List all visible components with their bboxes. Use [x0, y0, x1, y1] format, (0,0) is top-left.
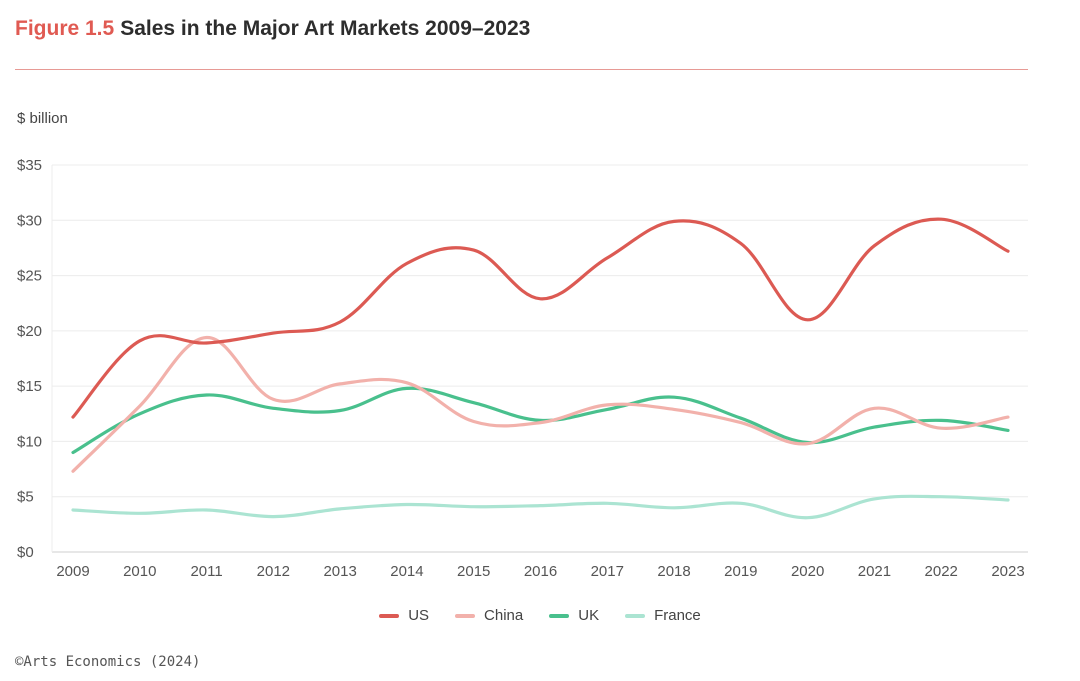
- figure-number: Figure 1.5: [15, 17, 115, 40]
- y-axis-ticks: $0 $5 $10 $15 $20 $25 $30 $35: [17, 157, 42, 561]
- legend-label: UK: [578, 607, 600, 624]
- legend-item-us: US: [379, 607, 429, 624]
- x-tick-label: 2013: [323, 563, 356, 580]
- y-tick-label: $25: [17, 268, 42, 285]
- chart-title: Figure 1.5 Sales in the Major Art Markets…: [15, 17, 530, 41]
- series-line-china: [71, 335, 1010, 473]
- x-tick-label: 2022: [925, 563, 958, 580]
- x-tick-label: 2011: [190, 563, 222, 580]
- legend-swatch: [549, 613, 570, 618]
- y-tick-label: $10: [17, 433, 42, 450]
- x-tick-label: 2019: [724, 563, 757, 580]
- series-lines: [71, 217, 1010, 520]
- x-axis-ticks: 2009 2010 2011 2012 2013 2014 2015 2016 2017 2018…: [56, 563, 1024, 580]
- title-divider: [15, 69, 1028, 70]
- x-tick-label: 2023: [991, 563, 1024, 580]
- legend-label: France: [654, 607, 701, 624]
- legend-item-china: China: [455, 607, 523, 624]
- x-tick-label: 2014: [390, 563, 423, 580]
- y-tick-label: $20: [17, 323, 42, 340]
- y-tick-label: $0: [17, 544, 34, 561]
- copyright-note: ©Arts Economics (2024): [15, 654, 201, 670]
- legend-swatch: [379, 613, 400, 618]
- x-tick-label: 2009: [56, 563, 89, 580]
- x-tick-label: 2010: [123, 563, 156, 580]
- x-tick-label: 2021: [858, 563, 891, 580]
- legend-label: China: [484, 607, 524, 624]
- legend-item-uk: UK: [549, 607, 599, 624]
- y-tick-label: $15: [17, 378, 42, 395]
- legend-swatch: [625, 613, 646, 618]
- legend-swatch: [455, 613, 476, 618]
- x-tick-label: 2020: [791, 563, 824, 580]
- series-line-france: [71, 494, 1010, 520]
- legend-item-france: France: [625, 607, 701, 624]
- legend-label: US: [408, 607, 430, 624]
- y-axis-unit-label: $ billion: [17, 110, 68, 127]
- x-tick-label: 2015: [457, 563, 490, 580]
- x-tick-label: 2012: [257, 563, 290, 580]
- y-tick-label: $5: [17, 489, 34, 506]
- line-chart: $0$5$10$15$20$25$30$35 2009 2010 2011 2012 2…: [17, 157, 1028, 580]
- series-line-us: [71, 217, 1010, 419]
- x-tick-label: 2018: [657, 563, 690, 580]
- x-tick-label: 2017: [591, 563, 624, 580]
- chart-legend: US China UK France: [0, 607, 1080, 624]
- series-line-uk: [71, 386, 1010, 455]
- x-tick-label: 2016: [524, 563, 557, 580]
- y-tick-label: $30: [17, 212, 42, 229]
- figure-title: Sales in the Major Art Markets 2009–2023: [120, 17, 531, 40]
- gridlines: [51, 164, 1028, 553]
- y-tick-label: $35: [17, 157, 42, 174]
